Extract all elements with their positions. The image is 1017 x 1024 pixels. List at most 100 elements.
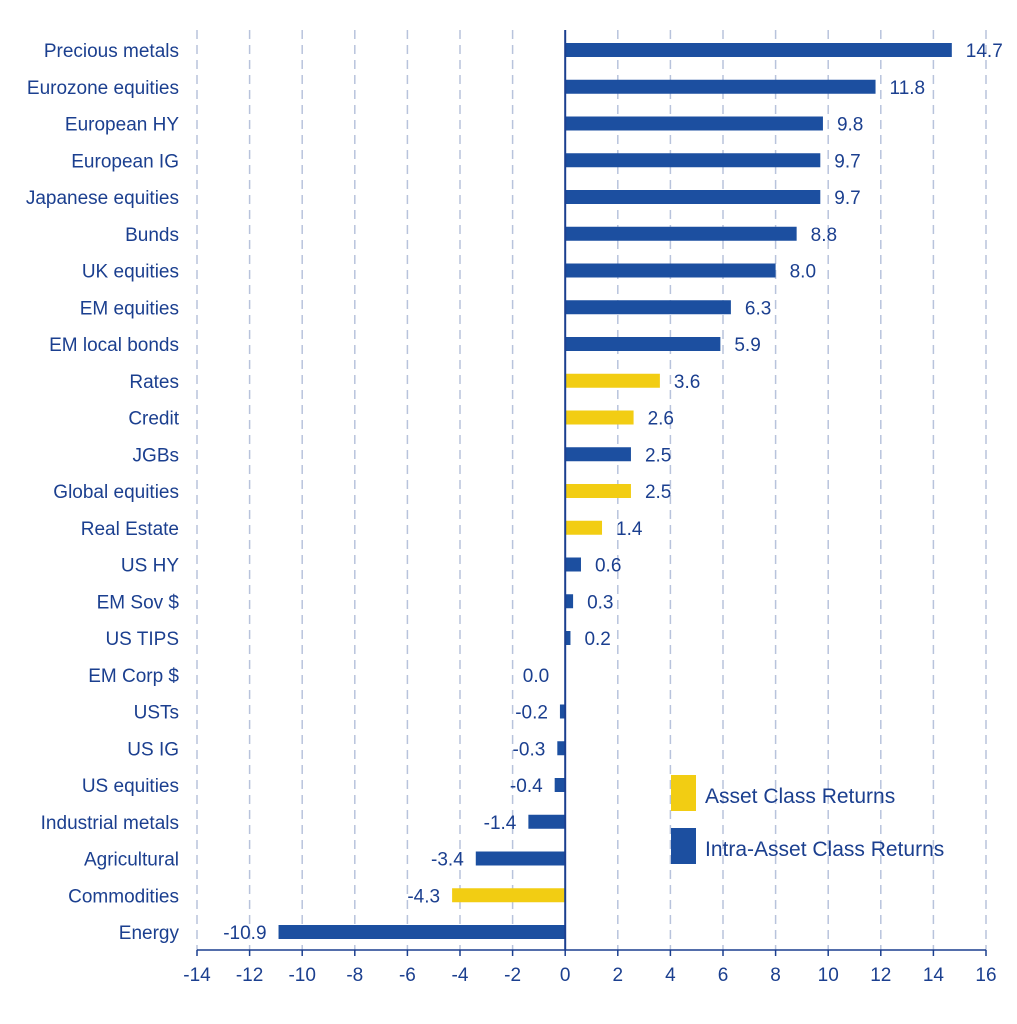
- data-label: 2.6: [648, 409, 674, 430]
- category-label: Rates: [129, 372, 179, 393]
- bar: [565, 520, 603, 535]
- data-label: 2.5: [645, 445, 671, 466]
- category-label: USTs: [134, 703, 179, 724]
- legend-swatch-asset: [671, 775, 696, 811]
- category-label: US HY: [121, 556, 179, 577]
- category-label: Real Estate: [81, 519, 179, 540]
- data-label: 3.6: [674, 372, 700, 393]
- data-label: 9.8: [837, 115, 863, 136]
- data-label: 0.3: [587, 592, 613, 613]
- x-tick-label: -8: [346, 965, 363, 986]
- x-tick-label: -4: [452, 965, 469, 986]
- category-label: US equities: [82, 776, 179, 797]
- bar: [565, 190, 821, 204]
- category-label: Commodities: [68, 886, 179, 907]
- x-tick-label: 2: [613, 965, 624, 986]
- data-label: 9.7: [834, 188, 860, 209]
- gridlines: [196, 30, 987, 950]
- data-label: -0.4: [510, 776, 543, 797]
- bar: [528, 814, 566, 829]
- category-label: Agricultural: [84, 850, 179, 871]
- legend-swatch-intra: [671, 828, 696, 864]
- data-label: 9.7: [834, 151, 860, 172]
- data-label: 1.4: [616, 519, 643, 540]
- category-label: Precious metals: [44, 41, 179, 62]
- data-label: 8.0: [790, 262, 816, 283]
- data-label: 0.6: [595, 556, 621, 577]
- bar: [565, 484, 631, 498]
- x-tick-label: 6: [718, 965, 729, 986]
- bar: [565, 594, 574, 609]
- bar: [554, 778, 566, 792]
- category-label: Energy: [119, 923, 180, 944]
- bar: [557, 741, 566, 756]
- data-label: 0.2: [584, 629, 610, 650]
- data-label: 14.7: [966, 41, 1003, 62]
- category-label: Global equities: [53, 482, 179, 503]
- data-label: 0.0: [523, 666, 549, 687]
- category-label: Industrial metals: [41, 813, 179, 834]
- category-label: US IG: [127, 739, 179, 760]
- legend-label: Asset Class Returns: [705, 785, 895, 808]
- data-label: -1.4: [484, 813, 517, 834]
- category-label: EM Corp $: [88, 666, 179, 687]
- data-label: -10.9: [223, 923, 266, 944]
- bar: [559, 704, 566, 719]
- data-label: -0.2: [515, 703, 548, 724]
- bar: [278, 925, 566, 939]
- category-label: Japanese equities: [26, 188, 179, 209]
- data-label: 5.9: [734, 335, 760, 356]
- bar: [475, 851, 566, 866]
- x-axis: -14 -12 -10 -8 -6 -4 -2 0 2 4 6 8 10 12 14 16: [183, 30, 997, 986]
- data-label: -3.4: [431, 850, 464, 871]
- x-tick-label: 0: [560, 965, 571, 986]
- category-label: Credit: [128, 409, 179, 430]
- bar: [565, 410, 634, 425]
- bar: [565, 557, 581, 572]
- category-label: EM local bonds: [49, 335, 179, 356]
- bar: [452, 888, 566, 903]
- category-label: EM equities: [80, 298, 179, 319]
- legend: Asset Class Returns Intra-Asset Class Ret…: [671, 775, 944, 864]
- x-tick-label: 14: [923, 965, 945, 986]
- bar: [565, 337, 721, 351]
- bar: [565, 43, 952, 57]
- x-tick-label: 10: [818, 965, 839, 986]
- bar: [565, 631, 571, 645]
- x-tick-label: 4: [665, 965, 676, 986]
- category-label: European HY: [65, 115, 179, 136]
- bars: [278, 43, 952, 939]
- data-label: 8.8: [811, 225, 837, 246]
- category-label: UK equities: [82, 262, 179, 283]
- x-tick-label: -14: [183, 965, 211, 986]
- bar: [565, 373, 660, 388]
- data-label: 2.5: [645, 482, 671, 503]
- category-label: US TIPS: [105, 629, 179, 650]
- bar: [565, 79, 876, 94]
- x-tick-label: 12: [870, 965, 891, 986]
- bar: [565, 116, 823, 131]
- data-label: -4.3: [407, 886, 440, 907]
- legend-label: Intra-Asset Class Returns: [705, 838, 944, 861]
- bar: [565, 447, 631, 462]
- x-tick-label: -2: [504, 965, 521, 986]
- category-label: European IG: [71, 151, 179, 172]
- x-tick-label: -6: [399, 965, 416, 986]
- category-label: Eurozone equities: [27, 78, 179, 99]
- category-labels: Precious metals Eurozone equities European…: [26, 41, 180, 944]
- category-label: JGBs: [133, 445, 179, 466]
- bar: [565, 300, 731, 315]
- data-label: 6.3: [745, 298, 771, 319]
- bar: [565, 153, 821, 168]
- data-label: 11.8: [890, 78, 926, 99]
- x-tick-label: -12: [236, 965, 263, 986]
- bar: [565, 226, 797, 241]
- category-label: EM Sov $: [97, 592, 180, 613]
- x-tick-label: -10: [288, 965, 315, 986]
- value-labels: 14.7 11.8 9.8 9.7 9.7 8.8 8.0 6.3 5.9 3.62.6 2.5 2.…: [223, 41, 1003, 944]
- data-label: -0.3: [513, 739, 546, 760]
- x-tick-label: 8: [770, 965, 781, 986]
- x-tick-label: 16: [975, 965, 996, 986]
- bar: [565, 263, 776, 278]
